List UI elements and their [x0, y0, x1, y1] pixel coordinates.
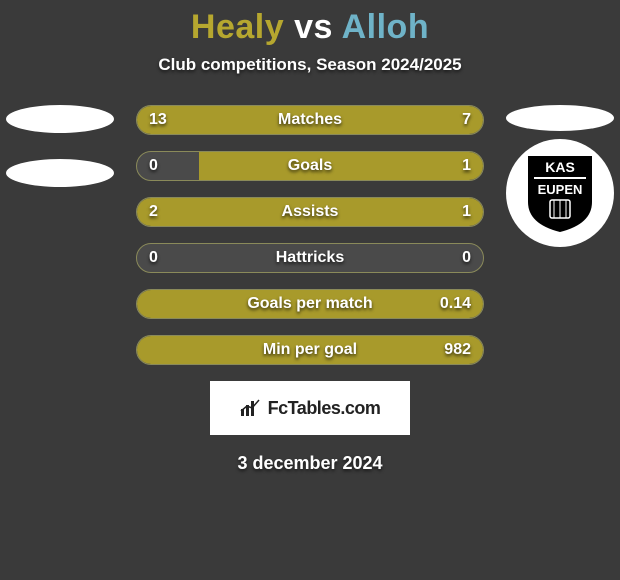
player2-club-logo: KAS EUPEN — [506, 139, 614, 247]
stat-row-goals: Goals0 1 — [136, 151, 484, 181]
stat-value-left: 2 — [149, 198, 158, 226]
player1-name: Healy — [191, 8, 284, 46]
stat-value-right: 982 — [444, 336, 471, 364]
club-text-top: KAS — [545, 159, 575, 175]
kas-eupen-shield-icon: KAS EUPEN — [524, 152, 596, 234]
subtitle: Club competitions, Season 2024/2025 — [0, 55, 620, 75]
stat-row-goals-per-match: Goals per match0.14 — [136, 289, 484, 319]
stat-row-assists: Assists2 1 — [136, 197, 484, 227]
branding-chart-icon — [240, 399, 262, 417]
stat-label: Assists — [137, 198, 483, 226]
comparison-title: Healy vs Alloh — [0, 0, 620, 47]
stat-label: Goals per match — [137, 290, 483, 318]
branding-badge: FcTables.com — [210, 381, 410, 435]
stat-value-right: 0.14 — [440, 290, 471, 318]
stat-value-left: 0 — [149, 244, 158, 272]
stat-row-min-per-goal: Min per goal982 — [136, 335, 484, 365]
stat-label: Goals — [137, 152, 483, 180]
stat-value-left: 13 — [149, 106, 167, 134]
right-player-badges: KAS EUPEN — [506, 105, 614, 247]
player2-name: Alloh — [342, 8, 429, 46]
stat-label: Matches — [137, 106, 483, 134]
stat-value-right: 1 — [462, 152, 471, 180]
left-player-badges — [6, 105, 114, 187]
player1-avatar-placeholder — [6, 105, 114, 133]
club-text-bottom: EUPEN — [538, 182, 583, 197]
branding-text: FcTables.com — [268, 398, 381, 419]
stat-value-right: 7 — [462, 106, 471, 134]
player2-avatar-placeholder — [506, 105, 614, 131]
chart-area: KAS EUPEN Matches137Goals01Assists21Hatt… — [0, 105, 620, 365]
footer-date: 3 december 2024 — [0, 453, 620, 474]
stat-value-left: 0 — [149, 152, 158, 180]
stat-label: Min per goal — [137, 336, 483, 364]
stat-label: Hattricks — [137, 244, 483, 272]
stat-bars: Matches137Goals01Assists21Hattricks00Goa… — [136, 105, 484, 365]
vs-label: vs — [294, 8, 333, 46]
stat-value-right: 0 — [462, 244, 471, 272]
stat-row-hattricks: Hattricks0 0 — [136, 243, 484, 273]
player1-club-placeholder — [6, 159, 114, 187]
stat-row-matches: Matches13 7 — [136, 105, 484, 135]
stat-value-right: 1 — [462, 198, 471, 226]
